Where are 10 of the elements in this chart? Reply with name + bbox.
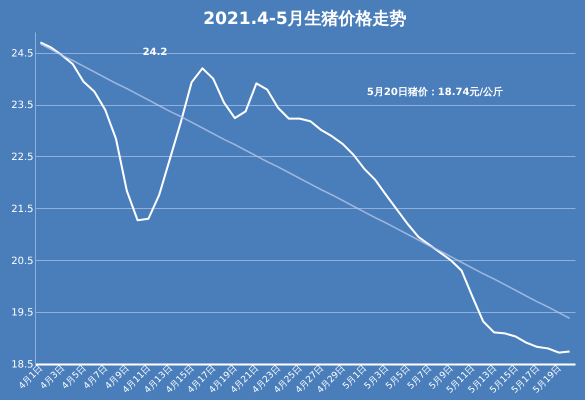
- y-tick-label: 22.5: [11, 152, 34, 163]
- y-tick-label: 19.5: [11, 308, 34, 319]
- y-tick-label: 18.5: [11, 360, 34, 370]
- y-tick-label: 21.5: [11, 204, 34, 215]
- annotation: 24.2: [142, 47, 168, 58]
- annotation: 5月20日猪价：18.74元/公斤: [366, 86, 504, 98]
- chart-title: 2021.4-5月生猪价格走势: [203, 9, 407, 29]
- y-tick-label: 23.5: [11, 100, 34, 112]
- y-tick-label: 24.5: [11, 48, 34, 60]
- y-tick-label: 20.5: [11, 256, 34, 267]
